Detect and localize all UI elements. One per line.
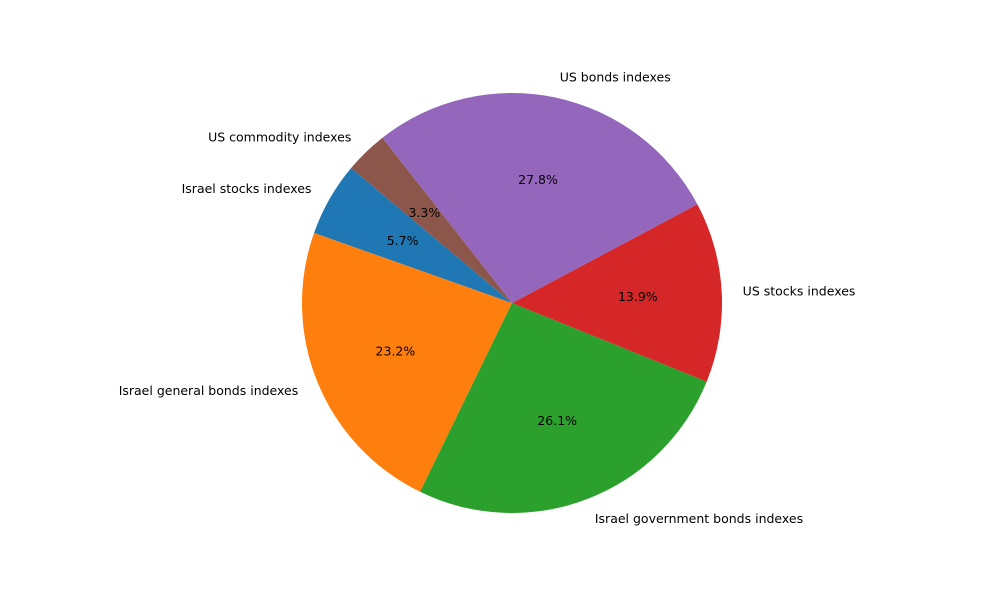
pct-label-israel-general-bonds-indexes: 23.2% <box>376 343 416 358</box>
slice-label-us-stocks-indexes: US stocks indexes <box>743 283 856 298</box>
slice-label-israel-government-bonds-indexes: Israel government bonds indexes <box>595 511 803 526</box>
slice-label-israel-stocks-indexes: Israel stocks indexes <box>182 181 312 196</box>
labels-layer: 5.7% Israel stocks indexes 23.2% Israel gen… <box>119 69 856 526</box>
pct-label-us-stocks-indexes: 13.9% <box>618 289 658 304</box>
pct-label-us-bonds-indexes: 27.8% <box>518 172 558 187</box>
slice-label-israel-general-bonds-indexes: Israel general bonds indexes <box>119 383 299 398</box>
pct-label-israel-stocks-indexes: 5.7% <box>387 233 419 248</box>
pie-slice-israel-general-bonds-indexes <box>301 232 512 492</box>
pie-slice-israel-government-bonds-indexes <box>420 303 707 514</box>
slices-layer <box>301 92 723 514</box>
pie-slice-us-stocks-indexes <box>512 204 723 382</box>
slice-label-us-bonds-indexes: US bonds indexes <box>560 69 671 84</box>
pie-slice-israel-stocks-indexes <box>314 168 512 303</box>
pct-label-us-commodity-indexes: 3.3% <box>408 205 440 220</box>
pie-slice-us-commodity-indexes <box>351 137 512 303</box>
pct-label-israel-government-bonds-indexes: 26.1% <box>537 413 577 428</box>
slice-label-us-commodity-indexes: US commodity indexes <box>208 130 351 145</box>
pie-slice-us-bonds-indexes <box>382 92 698 303</box>
